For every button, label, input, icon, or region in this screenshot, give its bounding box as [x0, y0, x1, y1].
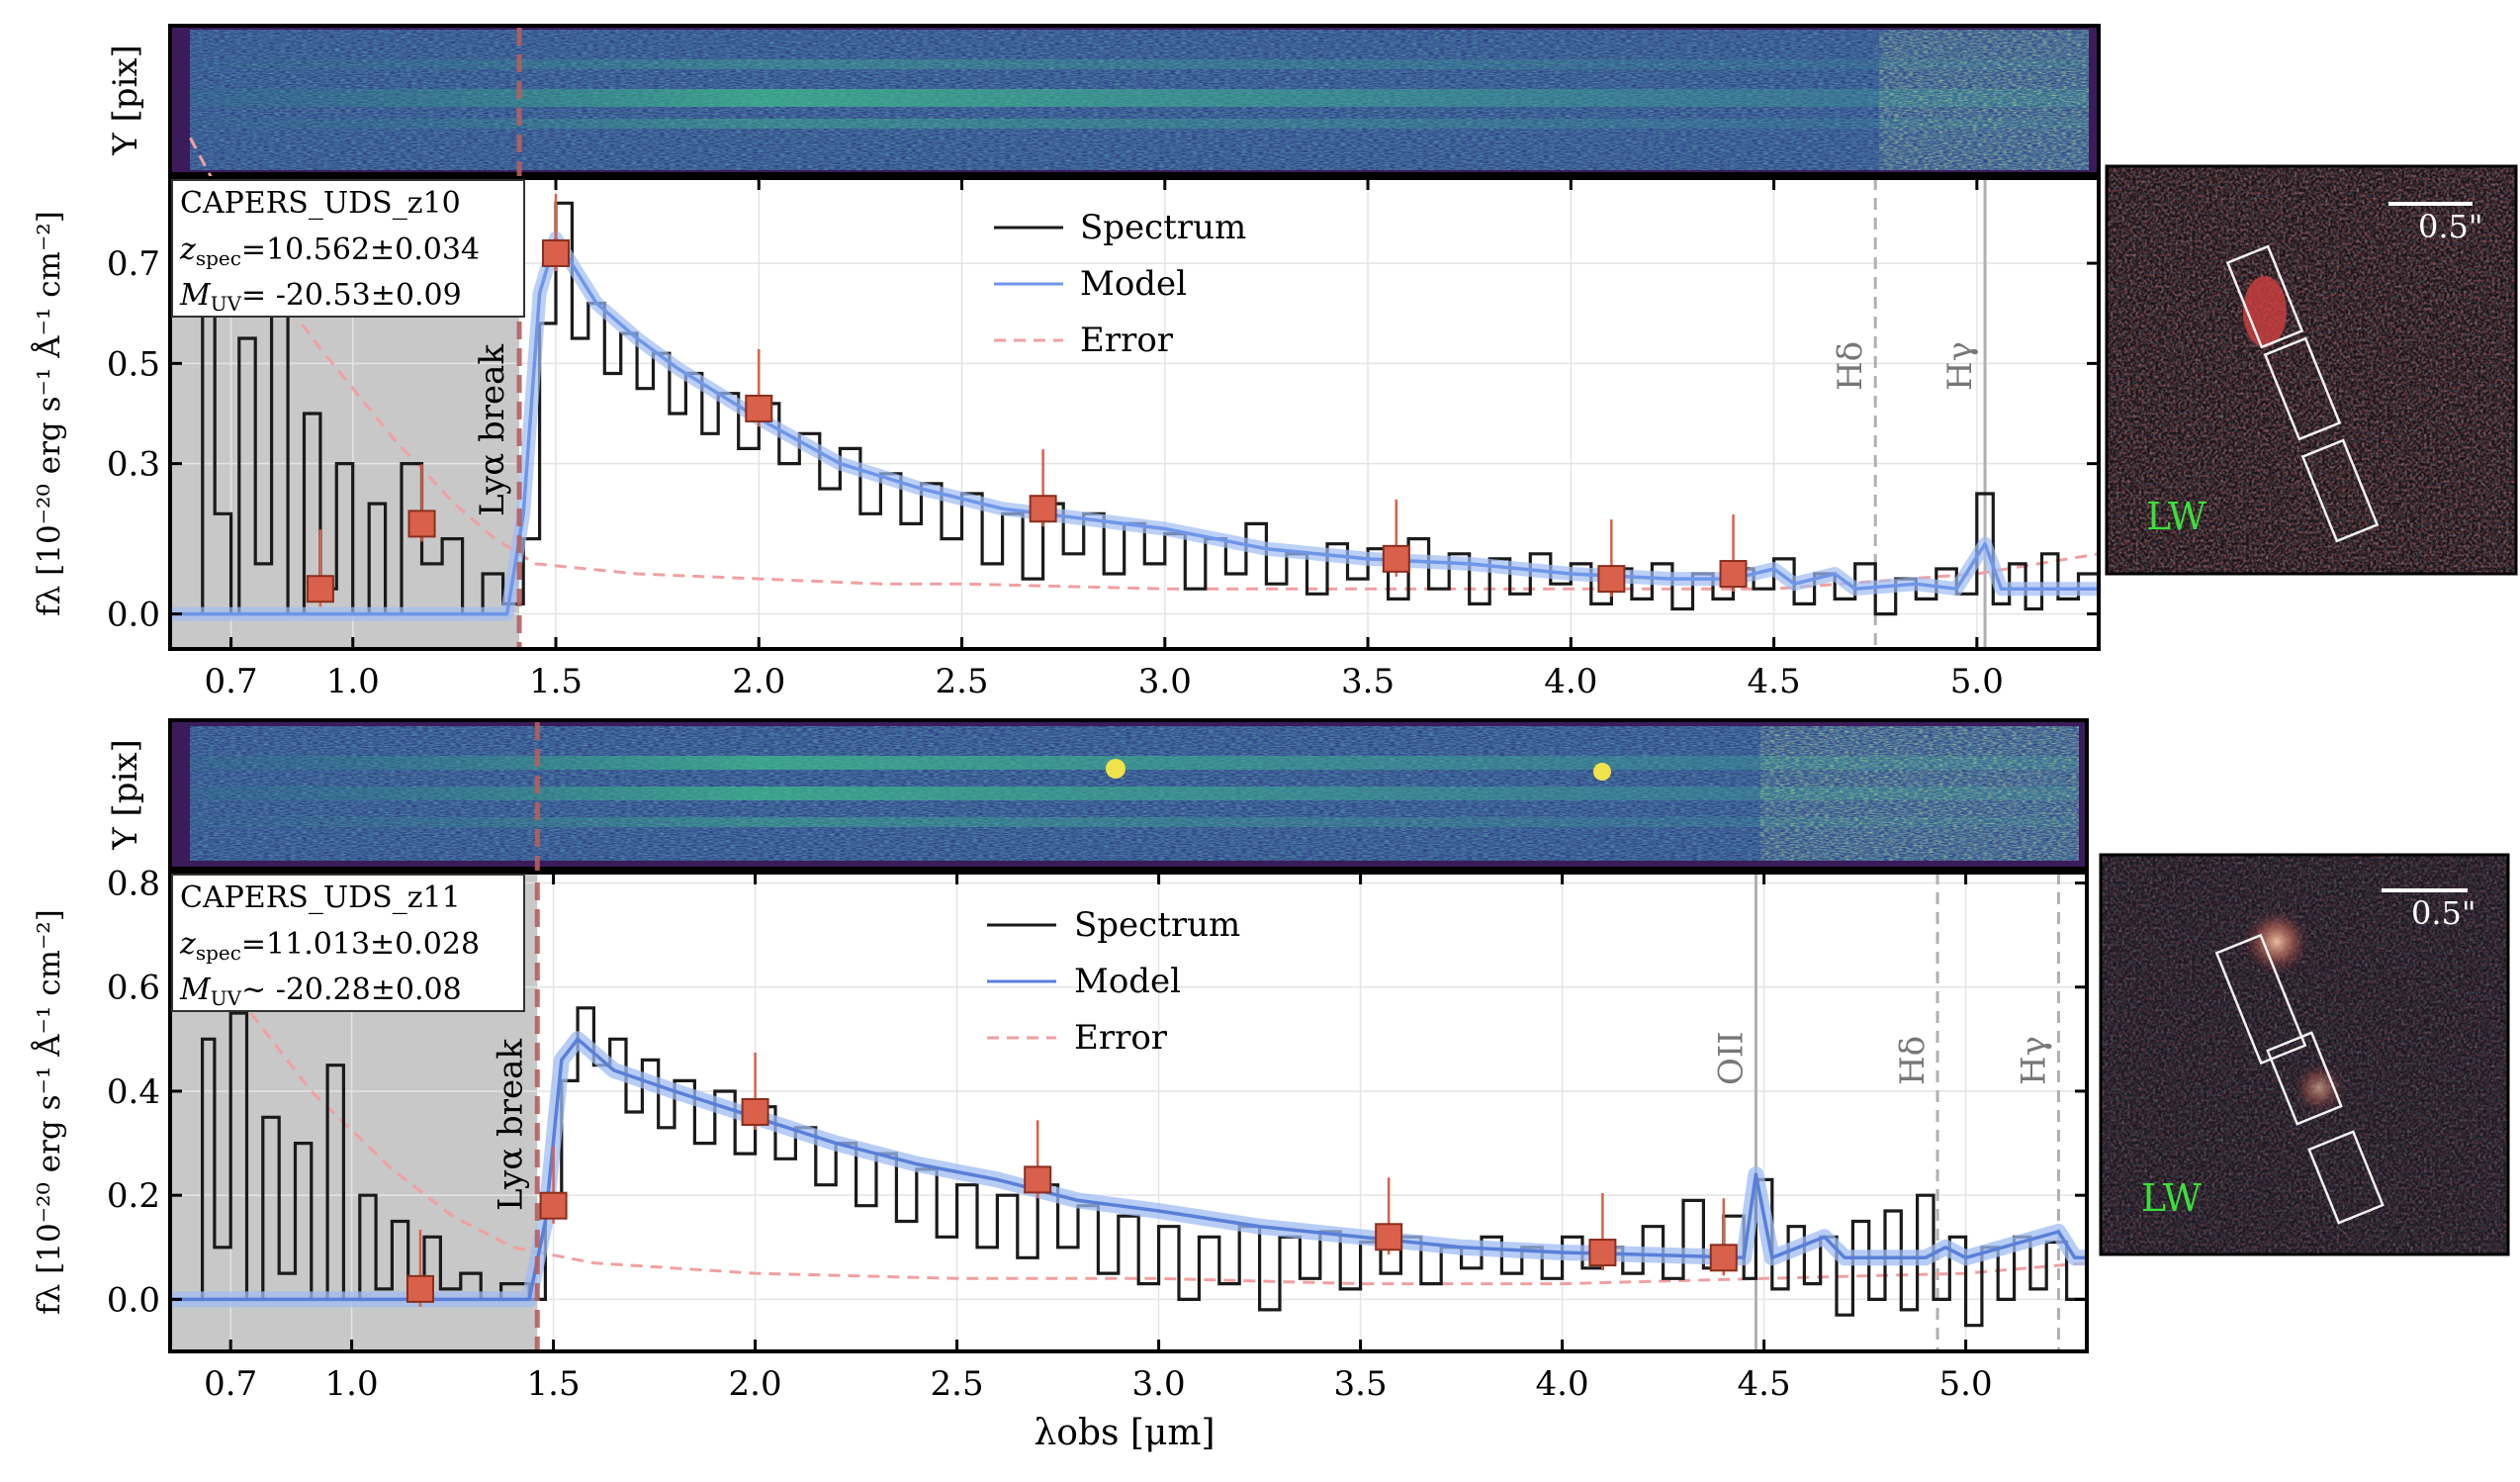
muv-text: MUV~ -20.28±0.08: [179, 973, 462, 1010]
photometry-points: [405, 1053, 1738, 1307]
x-tick-label: 3.0: [1138, 662, 1192, 701]
photometry-point: [745, 394, 773, 422]
info-box-z10: CAPERS_UDS_z10 zspec=10.562±0.034 MUV= -…: [171, 179, 525, 318]
x-tick-label: 5.0: [1939, 1364, 1993, 1404]
legend-spectrum: Spectrum: [1074, 905, 1240, 945]
photometry-point: [1709, 1244, 1738, 1272]
x-tick-label: 1.5: [527, 1364, 581, 1404]
y-tick-label: 0.2: [107, 1176, 160, 1216]
spectrum-2d-z11: Y [pix]: [106, 718, 2089, 871]
line-marker-label: Hδ: [1831, 341, 1870, 391]
legend-spectrum: Spectrum: [1080, 208, 1246, 247]
panel-capers-uds-z11: Y [pix] OII Hδ Hγ 0.7 1.0 1.5 2.0 2.5 3.0 3.5 4.0…: [30, 718, 2510, 1404]
legend-z10: Spectrum Model Error: [994, 208, 1246, 360]
info-box-z11: CAPERS_UDS_z11 zspec=11.013±0.028 MUV~ -…: [171, 874, 525, 1012]
line-marker-label: OII: [1711, 1031, 1751, 1085]
axis-ticks: 0.7 1.0 1.5 2.0 2.5 3.0 3.5 4.0 4.5 5.0 0.0 0.3 0.5 0…: [107, 178, 2099, 701]
zspec-text: zspec=11.013±0.028: [179, 927, 480, 965]
legend-error: Error: [1080, 321, 1174, 360]
y-tick-label: 0.4: [107, 1072, 160, 1112]
photometry-point: [1719, 560, 1748, 589]
ylabel-1d: fλ [10⁻²⁰ erg s⁻¹ Å⁻¹ cm⁻²]: [30, 909, 67, 1315]
cutout-scale-label: 0.5": [2418, 208, 2483, 245]
muv-text: MUV= -20.53±0.09: [179, 278, 462, 316]
axis-ticks: 0.7 1.0 1.5 2.0 2.5 3.0 3.5 4.0 4.5 5.0 0.0 0.2 0.4 0…: [107, 865, 2087, 1404]
y-tick-label: 0.3: [107, 445, 160, 485]
object-name: CAPERS_UDS_z10: [180, 186, 461, 221]
x-tick-label: 3.5: [1341, 662, 1395, 701]
photometry-point: [1024, 1165, 1052, 1194]
x-tick-label: 1.0: [325, 1364, 379, 1404]
y-tick-label: 0.0: [107, 1280, 160, 1320]
photometry-point: [741, 1098, 769, 1126]
lya-break-label: Lyα break: [491, 1039, 530, 1211]
photometry-point: [405, 1274, 434, 1303]
x-tick-label: 4.0: [1544, 662, 1597, 701]
x-tick-label: 3.5: [1334, 1364, 1388, 1404]
error-curve: [189, 137, 2100, 591]
cutout-z10: 0.5" LW: [2105, 164, 2518, 576]
spectrum-curve: [190, 201, 2101, 616]
x-tick-label: 4.5: [1748, 662, 1801, 701]
y-tick-label: 0.7: [107, 244, 160, 284]
y-tick-label: 0.0: [107, 596, 160, 635]
y-tick-label: 0.6: [107, 969, 160, 1008]
x-tick-label: 3.0: [1132, 1364, 1186, 1404]
model-curve: [170, 236, 2099, 616]
x-tick-label: 2.5: [931, 1364, 984, 1404]
spectrum-2d-z10: Y [pix]: [106, 24, 2101, 176]
x-tick-label: 5.0: [1950, 662, 2004, 701]
cutout-scale-label: 0.5": [2411, 894, 2476, 932]
ylabel-2d: Y [pix]: [106, 739, 145, 851]
x-tick-label: 0.7: [204, 1364, 257, 1404]
error-curve: [189, 934, 2088, 1286]
ylabel-1d: fλ [10⁻²⁰ erg s⁻¹ Å⁻¹ cm⁻²]: [30, 211, 67, 616]
x-tick-label: 4.5: [1738, 1364, 1791, 1404]
line-marker-label: Hγ: [1940, 341, 1980, 391]
cutout-z11: 0.5" LW: [2099, 853, 2510, 1256]
x-tick-label: 1.5: [529, 662, 583, 701]
legend-error: Error: [1074, 1018, 1168, 1058]
photometry-point: [306, 575, 334, 603]
emission-line-markers: OII Hδ Hγ: [1711, 873, 2060, 1351]
y-tick-label: 0.5: [107, 344, 160, 384]
model-curve: [170, 1037, 2087, 1302]
cutout-band-label: LW: [2146, 495, 2206, 538]
x-tick-label: 0.7: [205, 662, 258, 701]
spectrum-1d-z11: OII Hδ Hγ 0.7 1.0 1.5 2.0 2.5 3.0 3.5 4.0 4.5 5.00.…: [30, 722, 2089, 1404]
x-tick-label: 1.0: [326, 662, 380, 701]
photometry-points: [306, 193, 1748, 607]
x-tick-label: 4.0: [1536, 1364, 1589, 1404]
xlabel: λobs [μm]: [1034, 1413, 1215, 1453]
panel-capers-uds-z10: Y [pix] Hδ Hγ 0.7 1.0 1.5 2.0 2.5 3.0 3.5 4.0 4.5…: [30, 24, 2518, 701]
line-marker-label: Hδ: [1893, 1036, 1933, 1085]
photometry-point: [542, 238, 570, 267]
legend-model: Model: [1074, 962, 1181, 1001]
x-tick-label: 2.0: [732, 662, 785, 701]
x-tick-label: 2.0: [729, 1364, 782, 1404]
cutout-band-label: LW: [2141, 1176, 2202, 1220]
spectrum-1d-z10: Hδ Hγ 0.7 1.0 1.5 2.0 2.5 3.0 3.5 4.0 4.5 5.00.00.…: [30, 28, 2101, 701]
photometry-point: [539, 1191, 568, 1220]
legend-z11: Spectrum Model Error: [987, 905, 1240, 1058]
photometry-point: [407, 509, 436, 538]
photometry-point: [1588, 1239, 1617, 1267]
object-name: CAPERS_UDS_z11: [180, 880, 461, 915]
zspec-text: zspec=10.562±0.034: [179, 232, 480, 270]
x-tick-label: 2.5: [935, 662, 988, 701]
y-tick-label: 0.8: [107, 865, 160, 904]
emission-line-markers: Hδ Hγ: [1831, 178, 1987, 649]
ylabel-2d: Y [pix]: [106, 45, 145, 156]
line-marker-label: Hγ: [2014, 1036, 2053, 1085]
photometry-point: [1597, 565, 1626, 594]
photometry-point: [1029, 495, 1057, 523]
lya-break-label: Lyα break: [473, 344, 512, 516]
photometry-point: [1375, 1223, 1403, 1251]
photometry-point: [1382, 544, 1410, 573]
legend-model: Model: [1080, 264, 1187, 304]
